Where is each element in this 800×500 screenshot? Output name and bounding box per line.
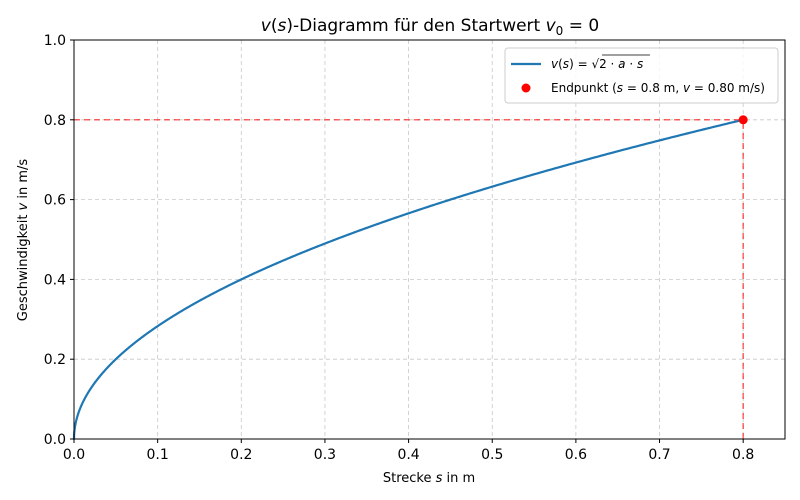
x-tick-label: 0.1 — [147, 447, 169, 463]
y-axis-ticks: 0.0 0.2 0.4 0.6 0.8 1.0 — [44, 33, 74, 448]
y-tick-label: 0.0 — [44, 432, 66, 448]
x-tick-label: 0.7 — [648, 447, 670, 463]
legend-line-label: v(s) = √2 · a · s — [551, 57, 643, 71]
y-tick-label: 1.0 — [44, 33, 66, 49]
x-tick-label: 0.6 — [565, 447, 587, 463]
x-tick-label: 0.8 — [732, 447, 754, 463]
chart-title: v(s)-Diagramm für den Startwert v0 = 0 — [261, 16, 599, 38]
velocity-curve — [72, 118, 745, 441]
y-axis-label: Geschwindigkeit v in m/s — [16, 159, 31, 322]
y-tick-label: 0.6 — [44, 193, 66, 209]
x-tick-label: 0.2 — [230, 447, 252, 463]
x-tick-label: 0.4 — [397, 447, 419, 463]
legend-point-swatch — [521, 83, 531, 93]
x-tick-label: 0.0 — [63, 447, 85, 463]
axes-frame — [73, 39, 786, 440]
x-tick-label: 0.5 — [481, 447, 503, 463]
legend-box — [504, 47, 779, 104]
legend: v(s) = √2 · a · s Endpunkt (s = 0.8 m, v… — [504, 47, 779, 104]
y-tick-label: 0.4 — [44, 272, 66, 288]
x-axis-label: Strecke s in m — [383, 471, 475, 486]
reference-lines — [74, 119, 744, 439]
x-axis-ticks: 0.0 0.1 0.2 0.3 0.4 0.5 0.6 0.7 0.8 — [63, 439, 754, 463]
endpoint-marker — [738, 115, 748, 125]
y-tick-label: 0.2 — [44, 352, 66, 368]
y-tick-label: 0.8 — [44, 113, 66, 129]
legend-point-label: Endpunkt (s = 0.8 m, v = 0.80 m/s) — [551, 81, 765, 95]
x-tick-label: 0.3 — [314, 447, 336, 463]
